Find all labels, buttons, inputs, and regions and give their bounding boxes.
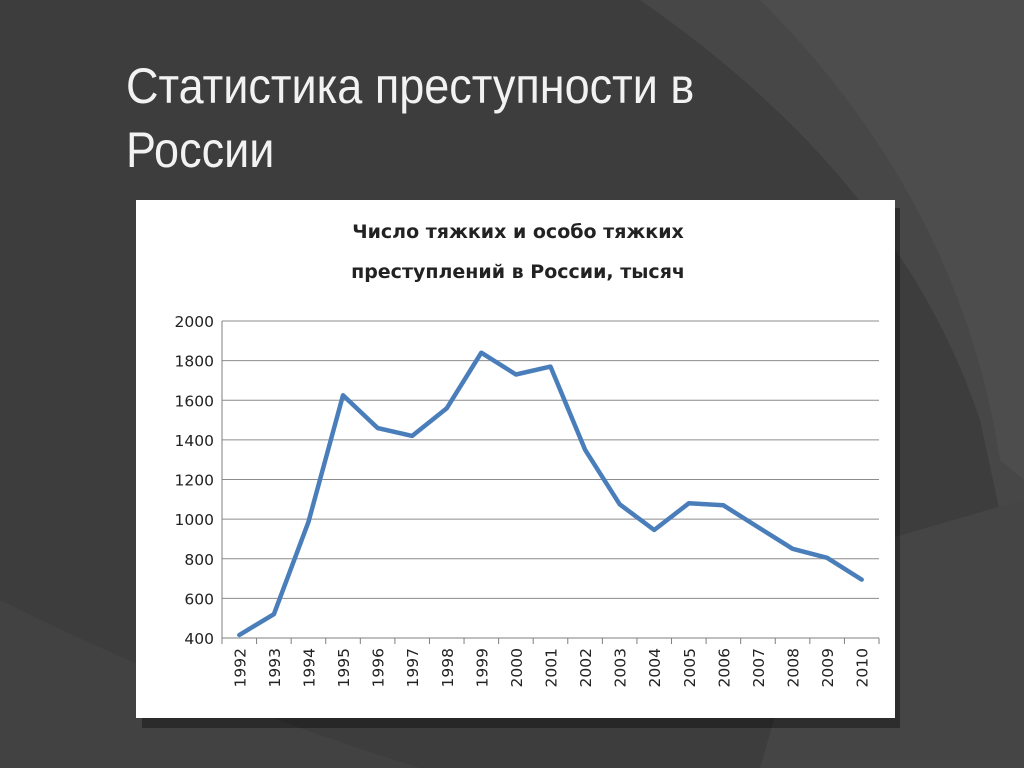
x-tick-label: 1993 xyxy=(266,648,284,687)
x-tick-label: 1992 xyxy=(231,648,249,687)
y-tick-label: 2000 xyxy=(175,313,214,331)
line-chart: Число тяжких и особо тяжких преступлений… xyxy=(175,221,880,687)
series-line xyxy=(237,350,864,638)
x-tick-label: 1996 xyxy=(370,648,388,687)
slide-title-line-1: Статистика преступности в xyxy=(126,58,695,114)
x-tick-label: 2002 xyxy=(577,648,595,687)
x-tick-label: 2007 xyxy=(750,648,768,687)
x-tick-label: 2009 xyxy=(819,648,837,687)
y-tick-label: 1800 xyxy=(175,353,214,371)
series-lines xyxy=(237,350,864,638)
x-tick-label: 1995 xyxy=(335,648,353,687)
chart-frame: Число тяжких и особо тяжких преступлений… xyxy=(136,200,895,718)
background-swoosh xyxy=(760,0,1024,480)
y-tick-label: 600 xyxy=(184,590,214,608)
x-tick-label: 2000 xyxy=(508,648,526,687)
x-tick-label: 2004 xyxy=(646,648,664,687)
x-axis-ticks: 1992 1993 1994 1995 1996 1997 1998 1999 2000 2001… xyxy=(231,648,871,687)
y-tick-label: 400 xyxy=(184,630,214,648)
x-tick-label: 1998 xyxy=(439,648,457,687)
x-tick-label: 2008 xyxy=(785,648,803,687)
x-tick-label: 2003 xyxy=(612,648,630,687)
y-tick-label: 1600 xyxy=(175,392,214,410)
slide-title-line-2: России xyxy=(126,122,275,178)
slide-title: Статистика преступности в России xyxy=(126,54,810,182)
background-swoosh xyxy=(0,600,420,768)
x-tick-label: 1997 xyxy=(404,648,422,687)
y-axis-ticks: 2000 1800 1600 1400 1200 1000 800 600 400 xyxy=(175,313,214,648)
gridlines xyxy=(221,320,880,644)
x-tick-label: 2005 xyxy=(681,648,699,687)
x-tick-label: 2010 xyxy=(854,648,872,687)
x-tick-label: 1999 xyxy=(473,648,491,687)
chart-title-line-2: преступлений в России, тысяч xyxy=(351,261,685,283)
y-tick-label: 800 xyxy=(184,551,214,569)
y-tick-label: 1400 xyxy=(175,432,214,450)
y-tick-label: 1000 xyxy=(175,511,214,529)
x-tick-label: 1994 xyxy=(300,648,318,687)
x-tick-label: 2001 xyxy=(543,648,561,687)
x-tick-label: 2006 xyxy=(715,648,733,687)
chart-title-line-1: Число тяжких и особо тяжких xyxy=(352,221,684,243)
y-tick-label: 1200 xyxy=(175,472,214,490)
